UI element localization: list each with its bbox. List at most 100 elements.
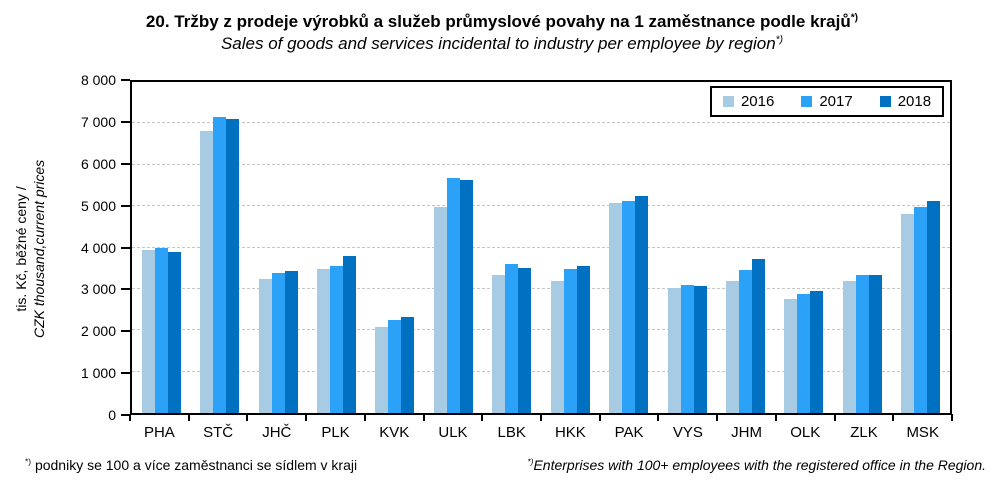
x-tick-mark-0: [129, 414, 131, 421]
bars-layer: [132, 82, 950, 413]
bar-msk-2017: [914, 207, 928, 413]
bar-ulk-2018: [459, 180, 473, 413]
legend-item-2017: 2017: [801, 93, 853, 110]
legend-label-2018: 2018: [897, 93, 932, 110]
bar-group-stč: [190, 82, 248, 413]
gridline-1000: [132, 370, 950, 372]
chart-subtitle: Sales of goods and services incidental t…: [0, 33, 1004, 55]
x-label-olk: OLK: [790, 424, 821, 441]
chart-subtitle-text: Sales of goods and services incidental t…: [220, 34, 776, 54]
x-label-hkk: HKK: [554, 424, 586, 441]
y-tick-mark-8: [121, 414, 130, 416]
bar-lbk-2016: [492, 274, 506, 413]
y-tick-label-4: 4 000: [80, 239, 116, 256]
y-tick-mark-7: [121, 372, 130, 375]
x-label-lbk: LBK: [497, 424, 526, 441]
x-tick-mark-9: [657, 414, 660, 421]
x-tick-mark-14: [951, 414, 953, 421]
x-label-zlk: ZLK: [850, 424, 878, 441]
x-label-ulk: ULK: [438, 424, 468, 441]
legend-label-2017: 2017: [819, 93, 853, 110]
footnote-czech-text: podniky se 100 a více zaměstnanci se síd…: [34, 457, 358, 473]
x-tick-mark-5: [422, 414, 425, 421]
bar-msk-2018: [927, 200, 941, 413]
x-label-jhč: JHČ: [262, 424, 292, 441]
gridline-7000: [132, 122, 950, 124]
x-tick-mark-2: [246, 414, 249, 421]
bar-hkk-2016: [550, 280, 564, 413]
x-label-vys: VYS: [672, 424, 703, 441]
bar-plk-2016: [316, 269, 330, 413]
bar-olk-2016: [784, 299, 798, 413]
x-label-kvk: KVK: [379, 424, 410, 441]
bar-vys-2016: [667, 287, 681, 413]
y-tick-label-6: 2 000: [80, 323, 116, 340]
bar-msk-2016: [901, 214, 915, 413]
footnote-czech: *) podniky se 100 a více zaměstnanci se …: [25, 457, 357, 473]
x-label-jhm: JHM: [731, 424, 762, 441]
bar-jhč-2016: [258, 278, 272, 413]
x-tick-mark-11: [774, 414, 777, 421]
bar-group-lbk: [483, 82, 541, 413]
footnote-english-mark: *): [527, 456, 534, 467]
bar-hkk-2017: [563, 269, 577, 413]
x-tick-mark-3: [305, 414, 308, 421]
bar-group-kvk: [366, 82, 424, 413]
bar-pha-2018: [167, 251, 181, 413]
bar-pak-2016: [609, 202, 623, 413]
x-tick-mark-4: [363, 414, 366, 421]
chart-title-footnote-mark: *): [850, 12, 859, 24]
bar-jhč-2018: [284, 271, 298, 413]
y-tick-label-7: 1 000: [80, 365, 116, 382]
bar-stč-2016: [200, 130, 214, 413]
legend-swatch-2018: [879, 96, 891, 107]
bar-group-hkk: [541, 82, 599, 413]
x-label-pha: PHA: [143, 424, 175, 441]
chart-titles: 20. Tržby z prodeje výrobků a služeb prů…: [0, 11, 1004, 56]
legend-swatch-2017: [801, 96, 813, 107]
bar-hkk-2018: [576, 265, 590, 413]
x-label-stč: STČ: [203, 424, 234, 441]
x-tick-mark-10: [716, 414, 719, 421]
bar-ulk-2017: [446, 178, 460, 413]
bar-stč-2018: [226, 119, 240, 413]
gridline-5000: [132, 205, 950, 207]
bar-group-jhč: [249, 82, 307, 413]
y-axis-labels: 8 000 7 000 6 000 5 000 4 000 3 000 2 000 1 000…: [36, 72, 116, 423]
bar-group-zlk: [833, 82, 891, 413]
x-tick-mark-6: [481, 414, 484, 421]
y-tick-label-3: 5 000: [80, 197, 116, 214]
legend: 2016 2017 2018: [710, 86, 944, 117]
bar-vys-2018: [693, 285, 707, 413]
gridline-3000: [132, 287, 950, 289]
chart-title-text: 20. Tržby z prodeje výrobků a služeb prů…: [145, 12, 851, 31]
y-axis-ticks: [121, 79, 130, 416]
x-label-msk: MSK: [906, 424, 939, 441]
y-tick-mark-0: [121, 79, 130, 81]
y-tick-mark-4: [121, 246, 130, 249]
bar-jhč-2017: [271, 273, 285, 413]
legend-label-2016: 2016: [740, 93, 775, 110]
footnote-english: *)Enterprises with 100+ employees with t…: [527, 457, 986, 473]
bar-pha-2017: [154, 247, 168, 413]
bar-group-msk: [891, 82, 949, 413]
bar-pha-2016: [141, 249, 155, 413]
bar-ulk-2016: [433, 207, 447, 413]
gridlines: [132, 82, 950, 413]
y-tick-label-2: 6 000: [80, 155, 116, 172]
x-tick-mark-13: [892, 414, 895, 421]
bar-lbk-2017: [505, 264, 519, 413]
bar-kvk-2016: [375, 327, 389, 413]
bar-zlk-2018: [868, 274, 882, 413]
bar-kvk-2018: [401, 317, 415, 413]
bar-pak-2017: [622, 200, 636, 413]
bar-jhm-2018: [751, 259, 765, 413]
bar-plk-2018: [342, 256, 356, 413]
bar-group-ulk: [424, 82, 482, 413]
bar-group-olk: [775, 82, 833, 413]
bar-jhm-2017: [738, 270, 752, 413]
y-tick-label-8: 0: [108, 407, 116, 423]
footnote-czech-mark: *): [25, 456, 32, 467]
bar-zlk-2017: [855, 274, 869, 413]
